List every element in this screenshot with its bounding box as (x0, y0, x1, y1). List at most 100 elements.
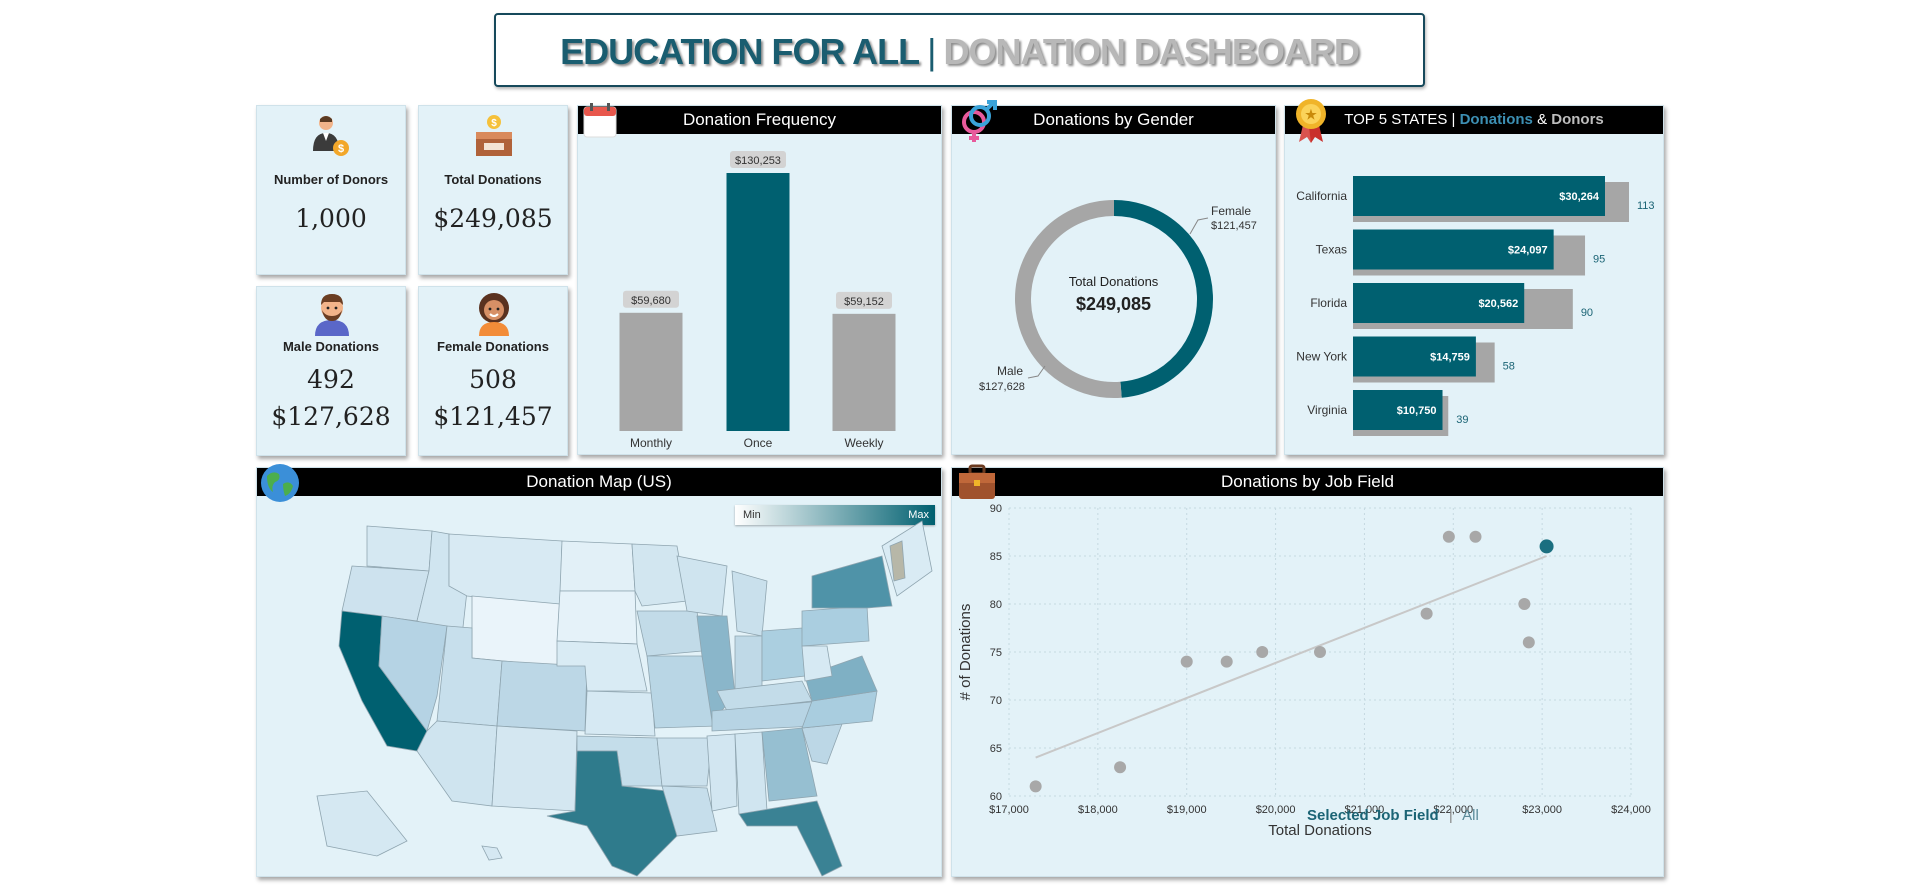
female-amount: $121,457 (433, 402, 553, 431)
donation-box-icon: $ (471, 113, 517, 164)
donation-bar (1353, 336, 1476, 377)
gender-title: Donations by Gender (952, 106, 1275, 134)
title-separator: | (927, 31, 936, 72)
donation-bar (1353, 176, 1605, 216)
kpi-card-donors: $ Number of Donors 1,000 (256, 105, 406, 275)
kpi-card-total: $ Total Donations $249,085 (418, 105, 568, 275)
job-legend: Selected Job Field | All (1307, 807, 1479, 824)
map-state-pennsylvania (801, 605, 870, 647)
map-title: Donation Map (US) (257, 468, 941, 496)
map-legend: Min Max (735, 505, 935, 525)
states-title-prefix: TOP 5 STATES | (1344, 111, 1456, 128)
donut-center-label: Total Donations (1068, 274, 1159, 289)
bar-label-bg (623, 290, 679, 308)
male-avatar-icon (309, 291, 355, 342)
job-scatter-chart: $17,000 $18,000 $19,000 $20,000 $21,000 $22,0… (957, 503, 1651, 839)
gender-donut-chart: Female $121,457 Male $127,628 (979, 200, 1257, 398)
state-label: Virginia (1307, 403, 1347, 417)
briefcase-icon (956, 462, 998, 507)
bar-label-bg (730, 151, 786, 168)
data-point (1420, 607, 1433, 620)
legend-selected: Selected Job Field (1307, 807, 1439, 824)
donation-value-label: $30,264 (1559, 191, 1600, 203)
states-title-donations: Donations (1459, 111, 1533, 128)
data-point (1518, 598, 1531, 610)
donor-count-label: 113 (1637, 200, 1655, 212)
male-label: Male Donations (282, 339, 380, 354)
frequency-chart: $59,680 Monthly $130,253 Once $59,152 Weekly (619, 151, 896, 450)
state-label: New York (1296, 350, 1348, 364)
selected-data-point (1539, 539, 1554, 554)
map-state-hawaii (481, 845, 503, 861)
bar-value-label: $59,680 (631, 295, 671, 307)
bar-category-label: Monthly (630, 436, 672, 450)
map-state-louisiana (661, 785, 718, 837)
gender-panel: Donations by Gender Female $121,457 Male $1… (951, 100, 1276, 455)
map-state-alabama (734, 731, 768, 815)
data-point (1256, 646, 1269, 658)
total-value: $249,085 (433, 204, 553, 233)
leader-line-male (1027, 365, 1046, 379)
y-axis-label: # of Donations (957, 604, 974, 701)
y-tick-label: 75 (990, 647, 1002, 659)
map-state-washington (366, 525, 433, 572)
bar-category-label: Weekly (844, 436, 883, 450)
donor-count-label: 39 (1456, 414, 1468, 426)
bar-monthly (619, 312, 683, 431)
donors-value: 1,000 (295, 204, 367, 233)
map-state-arkansas (656, 737, 713, 787)
y-tick-label: 80 (990, 599, 1002, 611)
map-state-vermont (889, 540, 906, 582)
us-choropleth-map (316, 520, 933, 877)
map-legend-max: Max (908, 509, 929, 521)
map-state-alaska (316, 790, 408, 857)
map-state-michigan (731, 570, 768, 637)
slice-label-male: Male (997, 364, 1023, 378)
map-panel: Donation Map (US) Min Max (256, 464, 942, 877)
x-tick-label: $17,000 (989, 804, 1029, 816)
bar-value-label: $130,253 (735, 155, 781, 167)
donation-value-label: $20,562 (1478, 298, 1518, 310)
y-tick-label: 70 (990, 695, 1002, 707)
donut-slice-female (1113, 200, 1213, 398)
leader-line-female (1189, 217, 1209, 235)
data-point (1522, 636, 1535, 649)
slice-value-male: $127,628 (979, 381, 1025, 393)
map-state-wisconsin (676, 555, 728, 617)
map-state-west-virginia (801, 645, 833, 682)
male-amount: $127,628 (271, 402, 391, 431)
bar-label-bg (836, 291, 892, 309)
map-state-virginia (804, 655, 878, 702)
y-tick-label: 65 (990, 743, 1002, 755)
bar-value-label: $59,152 (844, 296, 884, 308)
x-tick-label: $23,000 (1522, 804, 1562, 816)
data-point (1314, 646, 1326, 658)
data-point (1442, 530, 1455, 543)
map-state-new-york (811, 555, 893, 609)
donut-slice-male (1015, 200, 1122, 398)
map-state-iowa (636, 610, 703, 657)
state-label: Texas (1316, 243, 1347, 257)
frequency-panel: Donation Frequency $59,680 Monthly $130,25… (577, 103, 942, 455)
donor-count-label: 58 (1503, 361, 1515, 373)
globe-icon (259, 462, 301, 509)
title-main: EDUCATION FOR ALL (560, 31, 920, 72)
x-tick-label: $20,000 (1256, 804, 1296, 816)
map-state-florida (738, 800, 843, 877)
total-label: Total Donations (444, 172, 542, 187)
female-label: Female Donations (437, 339, 549, 354)
medal-icon: ★ (1293, 97, 1329, 148)
data-point (1469, 530, 1482, 543)
donation-bar (1353, 390, 1443, 430)
map-state-indiana (734, 635, 763, 692)
legend-separator: | (1448, 807, 1453, 824)
slice-label-female: Female (1211, 204, 1251, 218)
map-state-georgia (761, 727, 818, 802)
x-tick-label: $24,000 (1611, 804, 1651, 816)
map-state-texas (546, 750, 678, 877)
title-sub: DONATION DASHBOARD (943, 31, 1360, 72)
y-tick-label: 90 (990, 503, 1002, 515)
bar-weekly (832, 313, 896, 431)
donor-money-icon: $ (309, 113, 355, 164)
frequency-title: Donation Frequency (578, 106, 941, 134)
